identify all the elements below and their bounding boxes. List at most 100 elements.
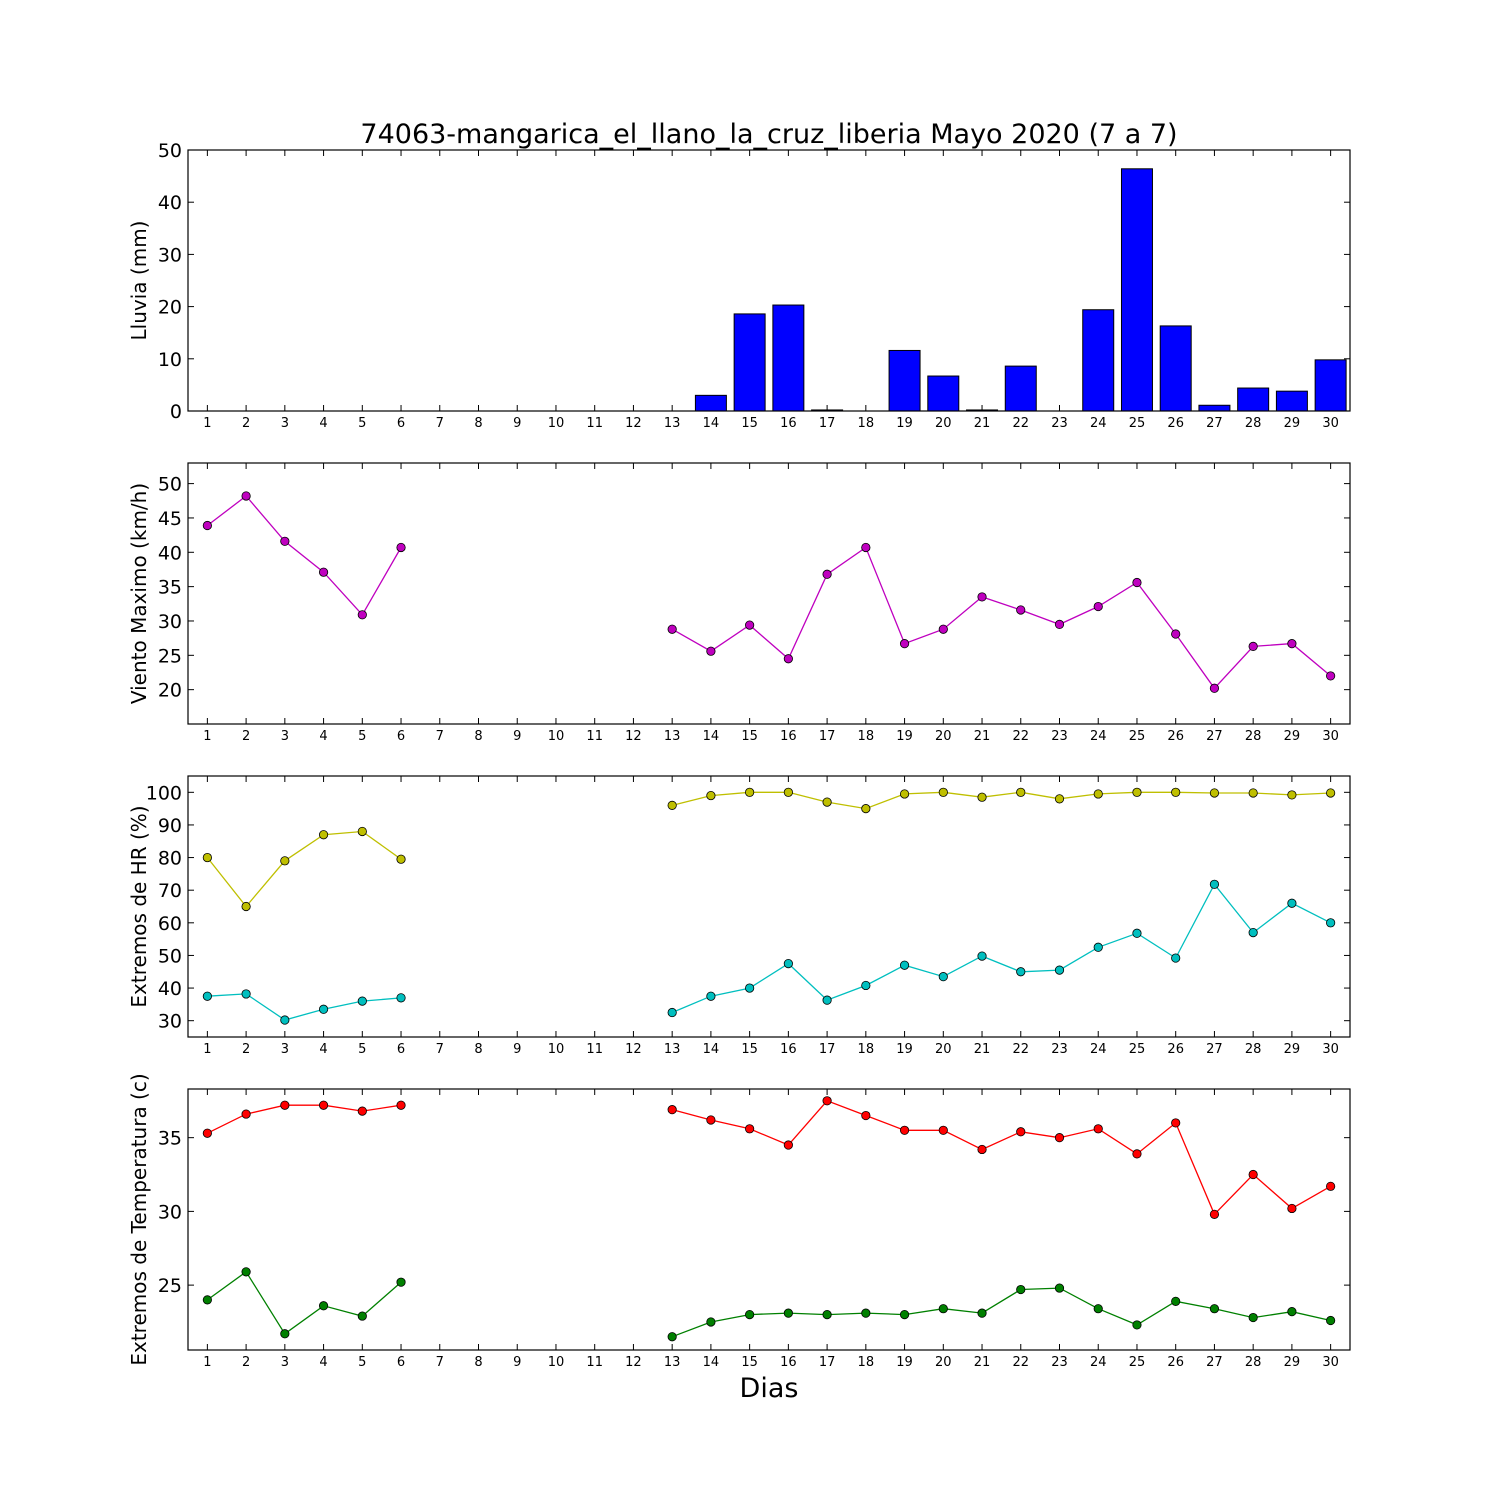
temperature-xtick-label: 8 (474, 1355, 482, 1370)
temperature-xtick-label: 21 (974, 1355, 991, 1370)
humidity-xtick-label: 26 (1167, 1042, 1184, 1057)
humidity-xtick-label: 17 (819, 1042, 836, 1057)
rain-xtick-label: 7 (436, 416, 444, 431)
hr-max-point (1171, 787, 1181, 797)
temp-min-point (899, 1310, 910, 1320)
wind-xtick-label: 27 (1206, 729, 1223, 744)
temperature-xtick-label: 28 (1245, 1355, 1262, 1370)
hr-max-point (280, 856, 290, 866)
temp-max-point (1287, 1203, 1297, 1214)
rain-xtick-label: 11 (586, 416, 603, 431)
wind-xtick-label: 8 (474, 729, 482, 744)
rain-xtick-label: 2 (242, 416, 250, 431)
rain-bar (927, 375, 960, 412)
rain-xtick-label: 20 (935, 416, 952, 431)
temperature-xtick-label: 5 (358, 1355, 366, 1370)
temp-min-point (706, 1317, 716, 1327)
temp-max-point (977, 1144, 987, 1155)
temp-max-point (899, 1125, 910, 1135)
hr-min-point (783, 958, 793, 969)
temp-min-point (745, 1310, 755, 1320)
rain-frame (187, 149, 1351, 412)
rain-bar (888, 349, 921, 412)
humidity-xtick-label: 13 (664, 1042, 681, 1057)
wind-point (706, 646, 716, 656)
rain-ytick-label: 10 (158, 349, 182, 371)
temp-min-series-line (207, 1270, 402, 1335)
temp-min-point (1171, 1296, 1181, 1306)
wind-xtick-label: 16 (780, 729, 797, 744)
rain-ytick-label: 30 (158, 244, 182, 266)
wind-xtick-label: 30 (1322, 729, 1339, 744)
wind-series-line (671, 546, 1332, 690)
humidity-xtick-label: 14 (703, 1042, 720, 1057)
hr-min-point (1248, 927, 1258, 938)
rain-ytick-label: 0 (170, 401, 182, 423)
rain-xtick-label: 21 (974, 416, 991, 431)
wind-point (396, 542, 406, 553)
wind-xtick-label: 17 (819, 729, 836, 744)
temp-min-point (318, 1301, 329, 1311)
hr-max-point (977, 792, 987, 802)
hr-max-point (1287, 790, 1297, 800)
hr-min-point (241, 989, 251, 999)
x-axis-label: Dias (740, 1373, 799, 1404)
hr-max-point (396, 854, 406, 864)
temp-min-point (280, 1329, 290, 1339)
wind-xtick-label: 25 (1129, 729, 1146, 744)
temp-min-point (1054, 1283, 1065, 1293)
temperature-xtick-label: 1 (203, 1355, 211, 1370)
humidity-xtick-label: 2 (242, 1042, 250, 1057)
hr-min-point (1054, 965, 1065, 975)
hr-min-point (1016, 967, 1026, 977)
wind-ytick-label: 50 (158, 474, 182, 496)
temperature-xtick-label: 18 (858, 1355, 875, 1370)
temperature-ytick-label: 35 (158, 1128, 182, 1150)
wind-xtick-label: 20 (935, 729, 952, 744)
wind-xtick-label: 3 (281, 729, 289, 744)
rain-xtick-label: 29 (1284, 416, 1301, 431)
temperature-xtick-label: 29 (1284, 1355, 1301, 1370)
rain-bar (1159, 325, 1192, 412)
wind-xtick-label: 14 (703, 729, 720, 744)
rain-xtick-label: 24 (1090, 416, 1107, 431)
rain-xtick-label: 16 (780, 416, 797, 431)
humidity-xtick-label: 29 (1284, 1042, 1301, 1057)
humidity-xtick-label: 7 (436, 1042, 444, 1057)
temperature-xtick-label: 7 (436, 1355, 444, 1370)
humidity-xtick-label: 23 (1051, 1042, 1068, 1057)
wind-ytick-label: 30 (158, 611, 182, 633)
hr-min-point (1132, 928, 1142, 938)
humidity-ytick-label: 70 (158, 880, 182, 902)
hr-min-point (822, 995, 832, 1005)
rain-xtick-label: 28 (1245, 416, 1262, 431)
hr-max-point (1093, 789, 1103, 799)
wind-plot-area (188, 463, 1350, 724)
temp-min-series-line (671, 1287, 1331, 1338)
temperature-xtick-label: 23 (1051, 1355, 1068, 1370)
humidity-xtick-label: 4 (319, 1042, 327, 1057)
temperature-xtick-label: 11 (586, 1355, 603, 1370)
wind-ytick-label: 35 (158, 577, 182, 599)
hr-min-point (1326, 918, 1336, 928)
wind-xtick-label: 19 (896, 729, 913, 744)
temperature-xtick-label: 13 (664, 1355, 681, 1370)
wind-point (822, 569, 832, 579)
temp-max-point (1171, 1118, 1181, 1128)
temp-max-point (1326, 1181, 1336, 1191)
humidity-xtick-label: 20 (935, 1042, 952, 1057)
wind-ytick-label: 25 (158, 645, 182, 667)
humidity-xtick-label: 30 (1322, 1042, 1339, 1057)
temp-min-point (861, 1308, 871, 1318)
temp-min-point (1016, 1284, 1026, 1295)
rain-bar (694, 394, 727, 412)
rain-xtick-label: 10 (548, 416, 565, 431)
rain-bar (1198, 404, 1231, 412)
wind-point (899, 639, 910, 649)
hr-max-point (202, 852, 212, 863)
humidity-xtick-label: 27 (1206, 1042, 1223, 1057)
temp-min-point (1248, 1312, 1258, 1323)
temp-min-point (783, 1308, 793, 1318)
